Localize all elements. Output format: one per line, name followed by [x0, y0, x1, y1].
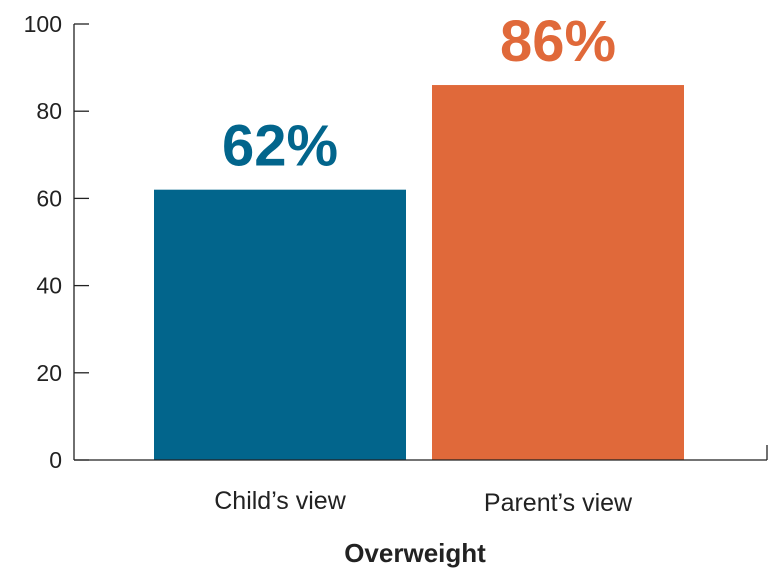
x-axis: Child’s view Parent’s view: [74, 445, 768, 517]
y-axis: 0 20 40 60 80 100: [24, 11, 89, 473]
bar-value-label: 86%: [500, 9, 616, 74]
bar: [432, 85, 684, 460]
bar: [154, 189, 406, 460]
x-category-label: Parent’s view: [484, 489, 633, 517]
y-tick-label: 60: [36, 185, 62, 211]
y-tick-label: 80: [36, 98, 62, 124]
bar-value-label: 62%: [222, 114, 338, 179]
y-tick-label: 20: [36, 360, 62, 386]
y-tick-label: 40: [36, 273, 62, 299]
bars: 62% 86%: [154, 9, 684, 460]
y-tick-label: 100: [24, 11, 62, 37]
x-category-label: Child’s view: [214, 487, 346, 515]
x-axis-title: Overweight: [344, 538, 486, 568]
y-tick-label: 0: [49, 447, 62, 473]
